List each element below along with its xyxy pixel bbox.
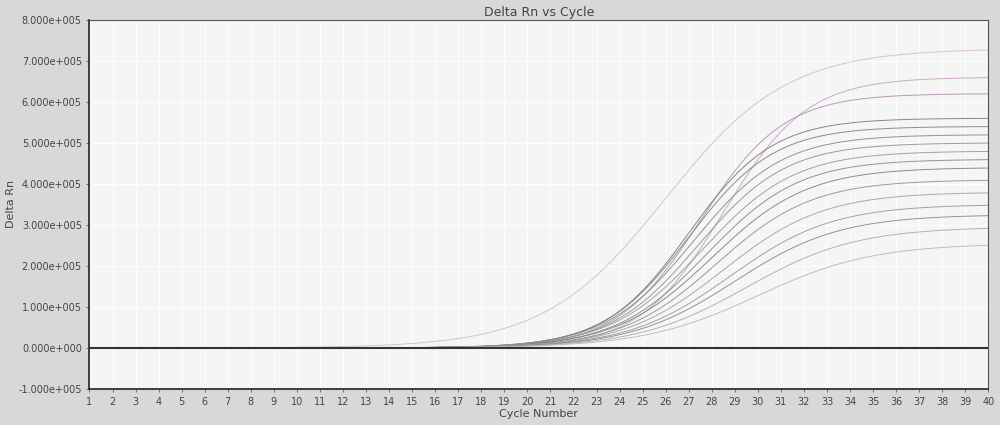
X-axis label: Cycle Number: Cycle Number <box>499 409 578 419</box>
Y-axis label: Delta Rn: Delta Rn <box>6 180 16 229</box>
Title: Delta Rn vs Cycle: Delta Rn vs Cycle <box>484 6 594 19</box>
